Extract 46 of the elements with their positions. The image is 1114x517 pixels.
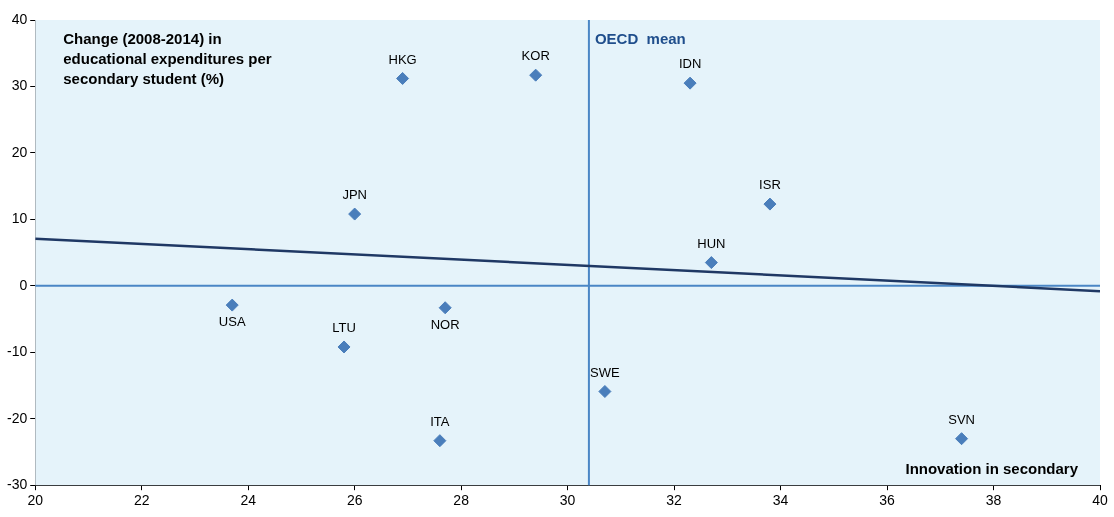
x-tick-label: 36 xyxy=(879,492,896,509)
annotation: KOR xyxy=(521,48,550,64)
x-tick-label: 40 xyxy=(1092,492,1108,509)
x-tick-label: 22 xyxy=(133,492,150,509)
point xyxy=(763,197,777,211)
point xyxy=(348,207,362,221)
annotation: JPN xyxy=(342,187,367,203)
annotation: ITA xyxy=(430,413,450,429)
x-tick-label: 20 xyxy=(27,492,44,509)
point xyxy=(433,434,447,448)
x-axis-title: Innovation in secondary xyxy=(905,459,1079,477)
x-tick-label: 26 xyxy=(346,492,363,509)
point xyxy=(438,301,452,315)
y-tick-label: -10 xyxy=(7,343,28,360)
annotation: ISR xyxy=(759,177,781,193)
y-tick-label: 30 xyxy=(11,77,28,94)
y-tick-label: -30 xyxy=(7,476,28,493)
annotation: NOR xyxy=(430,316,460,332)
point xyxy=(225,298,239,312)
x-tick-label: 34 xyxy=(772,492,789,509)
annotation: LTU xyxy=(332,320,356,336)
point xyxy=(337,340,351,354)
annotation: IDN xyxy=(678,56,702,72)
annotation: SVN xyxy=(948,411,975,427)
y-tick-label: 40 xyxy=(11,10,28,27)
x-tick-label: 38 xyxy=(985,492,1002,509)
point xyxy=(683,76,697,90)
x-tick-label: 28 xyxy=(453,492,470,509)
x-tick-label: 30 xyxy=(559,492,576,509)
x-tick-label: 24 xyxy=(240,492,257,509)
point xyxy=(955,432,969,446)
annotation: HKG xyxy=(388,51,417,67)
ref-line-label: OECD mean xyxy=(594,29,686,47)
annotation: USA xyxy=(218,314,246,330)
point xyxy=(598,385,612,398)
x-tick-label: 32 xyxy=(666,492,683,509)
y-tick-label: 10 xyxy=(11,210,28,227)
point xyxy=(529,68,543,82)
y-axis-title: Change (2008-2014) in educational expenditures per secondary student (%) xyxy=(63,29,272,87)
annotation: HUN xyxy=(697,235,726,251)
point xyxy=(396,71,410,85)
y-tick-label: 0 xyxy=(19,276,28,293)
annotation: SWE xyxy=(590,364,621,380)
y-tick-label: -20 xyxy=(7,409,28,426)
point xyxy=(704,256,718,270)
y-tick-label: 20 xyxy=(11,143,28,160)
